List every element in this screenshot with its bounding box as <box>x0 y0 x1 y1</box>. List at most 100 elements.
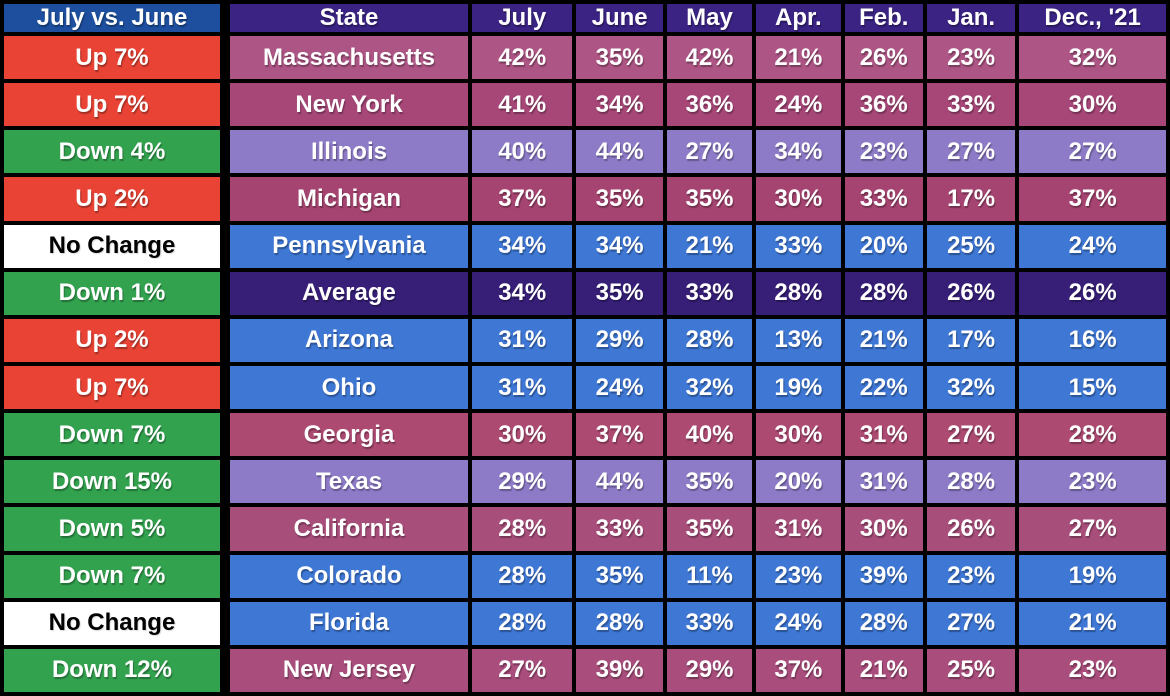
table-header: July vs. June State July June May Apr. Feb. Jan… <box>0 0 1170 36</box>
cell-state: Florida <box>222 597 473 649</box>
table-row: Down 12% New Jersey 27% 39% 29% 37% 21% 25% 23% <box>0 644 1170 696</box>
cell-value: 27% <box>662 126 757 178</box>
table-row: Up 7% New York 41% 34% 36% 24% 36% 33% 30% <box>0 79 1170 131</box>
cell-value: 37% <box>1015 173 1170 225</box>
cell-value: 28% <box>467 550 577 602</box>
cell-value: 26% <box>1015 267 1170 319</box>
column-header-dec21: Dec., '21 <box>1015 0 1170 36</box>
cell-change: Up 7% <box>0 361 230 414</box>
cell-value: 17% <box>922 314 1020 366</box>
table-row: Up 7% Massachusetts 42% 35% 42% 21% 26% 23% 32% <box>0 31 1170 84</box>
cell-value: 21% <box>840 644 927 696</box>
cell-value: 36% <box>662 79 757 131</box>
cell-value: 11% <box>662 550 757 602</box>
cell-change: Down 15% <box>0 456 230 508</box>
cell-value: 21% <box>840 314 927 366</box>
header-row: July vs. June State July June May Apr. Feb. Jan… <box>0 0 1170 36</box>
cell-value: 28% <box>752 267 845 319</box>
table-row: Up 2% Michigan 37% 35% 35% 30% 33% 17% 37% <box>0 173 1170 225</box>
cell-value: 37% <box>572 409 667 461</box>
cell-value: 20% <box>752 456 845 508</box>
cell-value: 31% <box>467 361 577 414</box>
cell-state: Pennsylvania <box>222 220 473 272</box>
column-header-apr: Apr. <box>752 0 845 36</box>
cell-value: 33% <box>572 503 667 555</box>
table-row: Down 15% Texas 29% 44% 35% 20% 31% 28% 23% <box>0 456 1170 508</box>
cell-value: 39% <box>840 550 927 602</box>
cell-change: Down 12% <box>0 644 230 696</box>
cell-value: 24% <box>752 597 845 649</box>
cell-value: 26% <box>922 503 1020 555</box>
cell-value: 17% <box>922 173 1020 225</box>
cell-value: 34% <box>572 220 667 272</box>
column-header-change: July vs. June <box>0 0 230 36</box>
cell-value: 27% <box>922 597 1020 649</box>
cell-value: 44% <box>572 126 667 178</box>
cell-value: 28% <box>662 314 757 366</box>
cell-value: 44% <box>572 456 667 508</box>
cell-value: 40% <box>662 409 757 461</box>
cell-change: No Change <box>0 597 230 649</box>
cell-state: Average <box>222 267 473 319</box>
cell-value: 34% <box>467 267 577 319</box>
cell-value: 28% <box>572 597 667 649</box>
column-header-may: May <box>662 0 757 36</box>
cell-value: 37% <box>467 173 577 225</box>
table-body: Up 7% Massachusetts 42% 35% 42% 21% 26% 23% 32% U… <box>0 31 1170 696</box>
cell-value: 40% <box>467 126 577 178</box>
cell-value: 23% <box>752 550 845 602</box>
cell-value: 26% <box>840 31 927 84</box>
cell-value: 28% <box>1015 409 1170 461</box>
table-row: Down 4% Illinois 40% 44% 27% 34% 23% 27% 27% <box>0 126 1170 178</box>
table-row: Down 7% Georgia 30% 37% 40% 30% 31% 27% 28% <box>0 409 1170 461</box>
cell-value: 21% <box>752 31 845 84</box>
cell-value: 39% <box>572 644 667 696</box>
table-row: No Change Pennsylvania 34% 34% 21% 33% 20% 25% 2… <box>0 220 1170 272</box>
cell-value: 30% <box>1015 79 1170 131</box>
cell-value: 32% <box>662 361 757 414</box>
cell-value: 33% <box>662 267 757 319</box>
cell-value: 31% <box>840 456 927 508</box>
cell-value: 35% <box>572 173 667 225</box>
cell-value: 34% <box>572 79 667 131</box>
cell-value: 25% <box>922 220 1020 272</box>
cell-value: 35% <box>662 503 757 555</box>
cell-value: 25% <box>922 644 1020 696</box>
cell-value: 23% <box>1015 644 1170 696</box>
cell-value: 36% <box>840 79 927 131</box>
cell-change: Down 7% <box>0 550 230 602</box>
cell-state: Massachusetts <box>222 31 473 84</box>
cell-change: Up 7% <box>0 79 230 131</box>
cell-value: 23% <box>922 31 1020 84</box>
table-row: Down 1% Average 34% 35% 33% 28% 28% 26% 26% <box>0 267 1170 319</box>
cell-state: New York <box>222 79 473 131</box>
cell-value: 30% <box>840 503 927 555</box>
cell-value: 41% <box>467 79 577 131</box>
column-header-july: July <box>467 0 577 36</box>
cell-value: 21% <box>662 220 757 272</box>
cell-value: 34% <box>752 126 845 178</box>
table-row: No Change Florida 28% 28% 33% 24% 28% 27% 21% <box>0 597 1170 649</box>
cell-value: 29% <box>662 644 757 696</box>
cell-state: California <box>222 503 473 555</box>
cell-state: Arizona <box>222 314 473 366</box>
cell-change: Down 1% <box>0 267 230 319</box>
cell-change: Up 2% <box>0 314 230 366</box>
cell-value: 33% <box>922 79 1020 131</box>
cell-value: 24% <box>572 361 667 414</box>
cell-state: Georgia <box>222 409 473 461</box>
cell-value: 29% <box>467 456 577 508</box>
cell-change: Down 7% <box>0 409 230 461</box>
cell-state: Texas <box>222 456 473 508</box>
column-header-jan: Jan. <box>922 0 1020 36</box>
cell-value: 31% <box>752 503 845 555</box>
cell-value: 32% <box>1015 31 1170 84</box>
cell-value: 28% <box>467 597 577 649</box>
table-row: Down 5% California 28% 33% 35% 31% 30% 26% 27% <box>0 503 1170 555</box>
column-header-june: June <box>572 0 667 36</box>
cell-value: 37% <box>752 644 845 696</box>
cell-state: Colorado <box>222 550 473 602</box>
cell-value: 23% <box>922 550 1020 602</box>
